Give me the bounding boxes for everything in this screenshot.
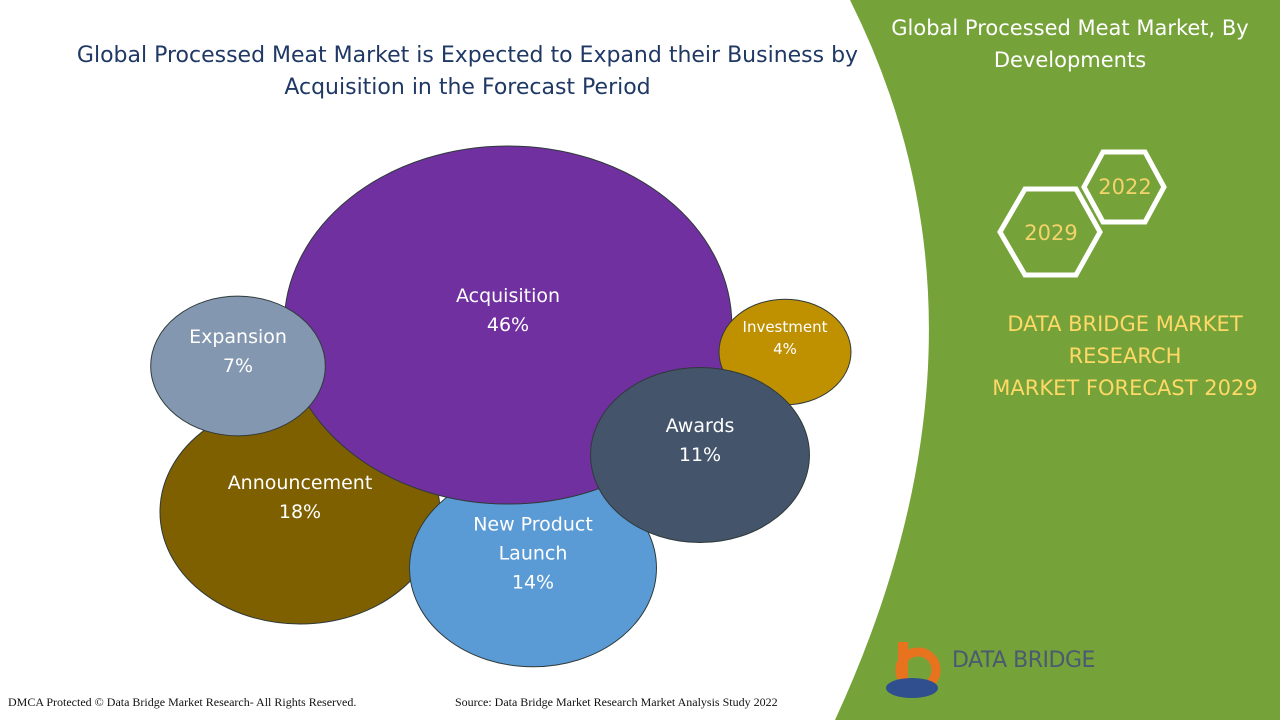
category: New Product Launch: [473, 513, 593, 565]
value-label: 46%: [486, 314, 530, 336]
year-label: 2029: [1024, 221, 1078, 245]
category: Expansion: [189, 326, 287, 348]
hexagon: [1081, 149, 1167, 225]
bubble-label: Awards 11%: [620, 412, 780, 470]
value-label: 18%: [278, 501, 322, 523]
side-panel: [835, 0, 1280, 720]
bubble-label: Expansion 7%: [158, 323, 318, 381]
bubble: [150, 295, 326, 437]
hexagon: [997, 186, 1103, 278]
category: Awards: [665, 415, 735, 437]
value-label: 11%: [678, 444, 722, 466]
year-label: 2022: [1098, 175, 1152, 199]
side-title: Global Processed Meat Market, By Develop…: [891, 16, 1249, 72]
logo-text: DATA BRIDGE: [952, 648, 1095, 673]
brand-line: DATA BRIDGE MARKET: [1007, 312, 1243, 336]
value-label: 4%: [773, 340, 797, 358]
category: Investment: [742, 318, 828, 336]
brand-line: RESEARCH: [1068, 344, 1182, 368]
category: Acquisition: [455, 285, 561, 307]
bubble-label: New Product Launch 14%: [463, 511, 603, 598]
bubble: [590, 366, 810, 544]
source: Source: Data Bridge Market Research Mark…: [455, 695, 778, 709]
bubble-label: Acquisition 46%: [408, 282, 608, 340]
bubble-label: Announcement 18%: [200, 469, 400, 527]
bubble-label: Investment 4%: [715, 316, 855, 360]
value-label: 14%: [511, 571, 555, 594]
copyright: DMCA Protected © Data Bridge Market Rese…: [8, 695, 357, 709]
chart-title: Global Processed Meat Market is Expected…: [76, 43, 859, 100]
brand-line: MARKET FORECAST 2029: [992, 376, 1258, 400]
category: Announcement: [227, 472, 373, 494]
logo-icon: [886, 642, 941, 698]
value-label: 7%: [222, 355, 254, 377]
